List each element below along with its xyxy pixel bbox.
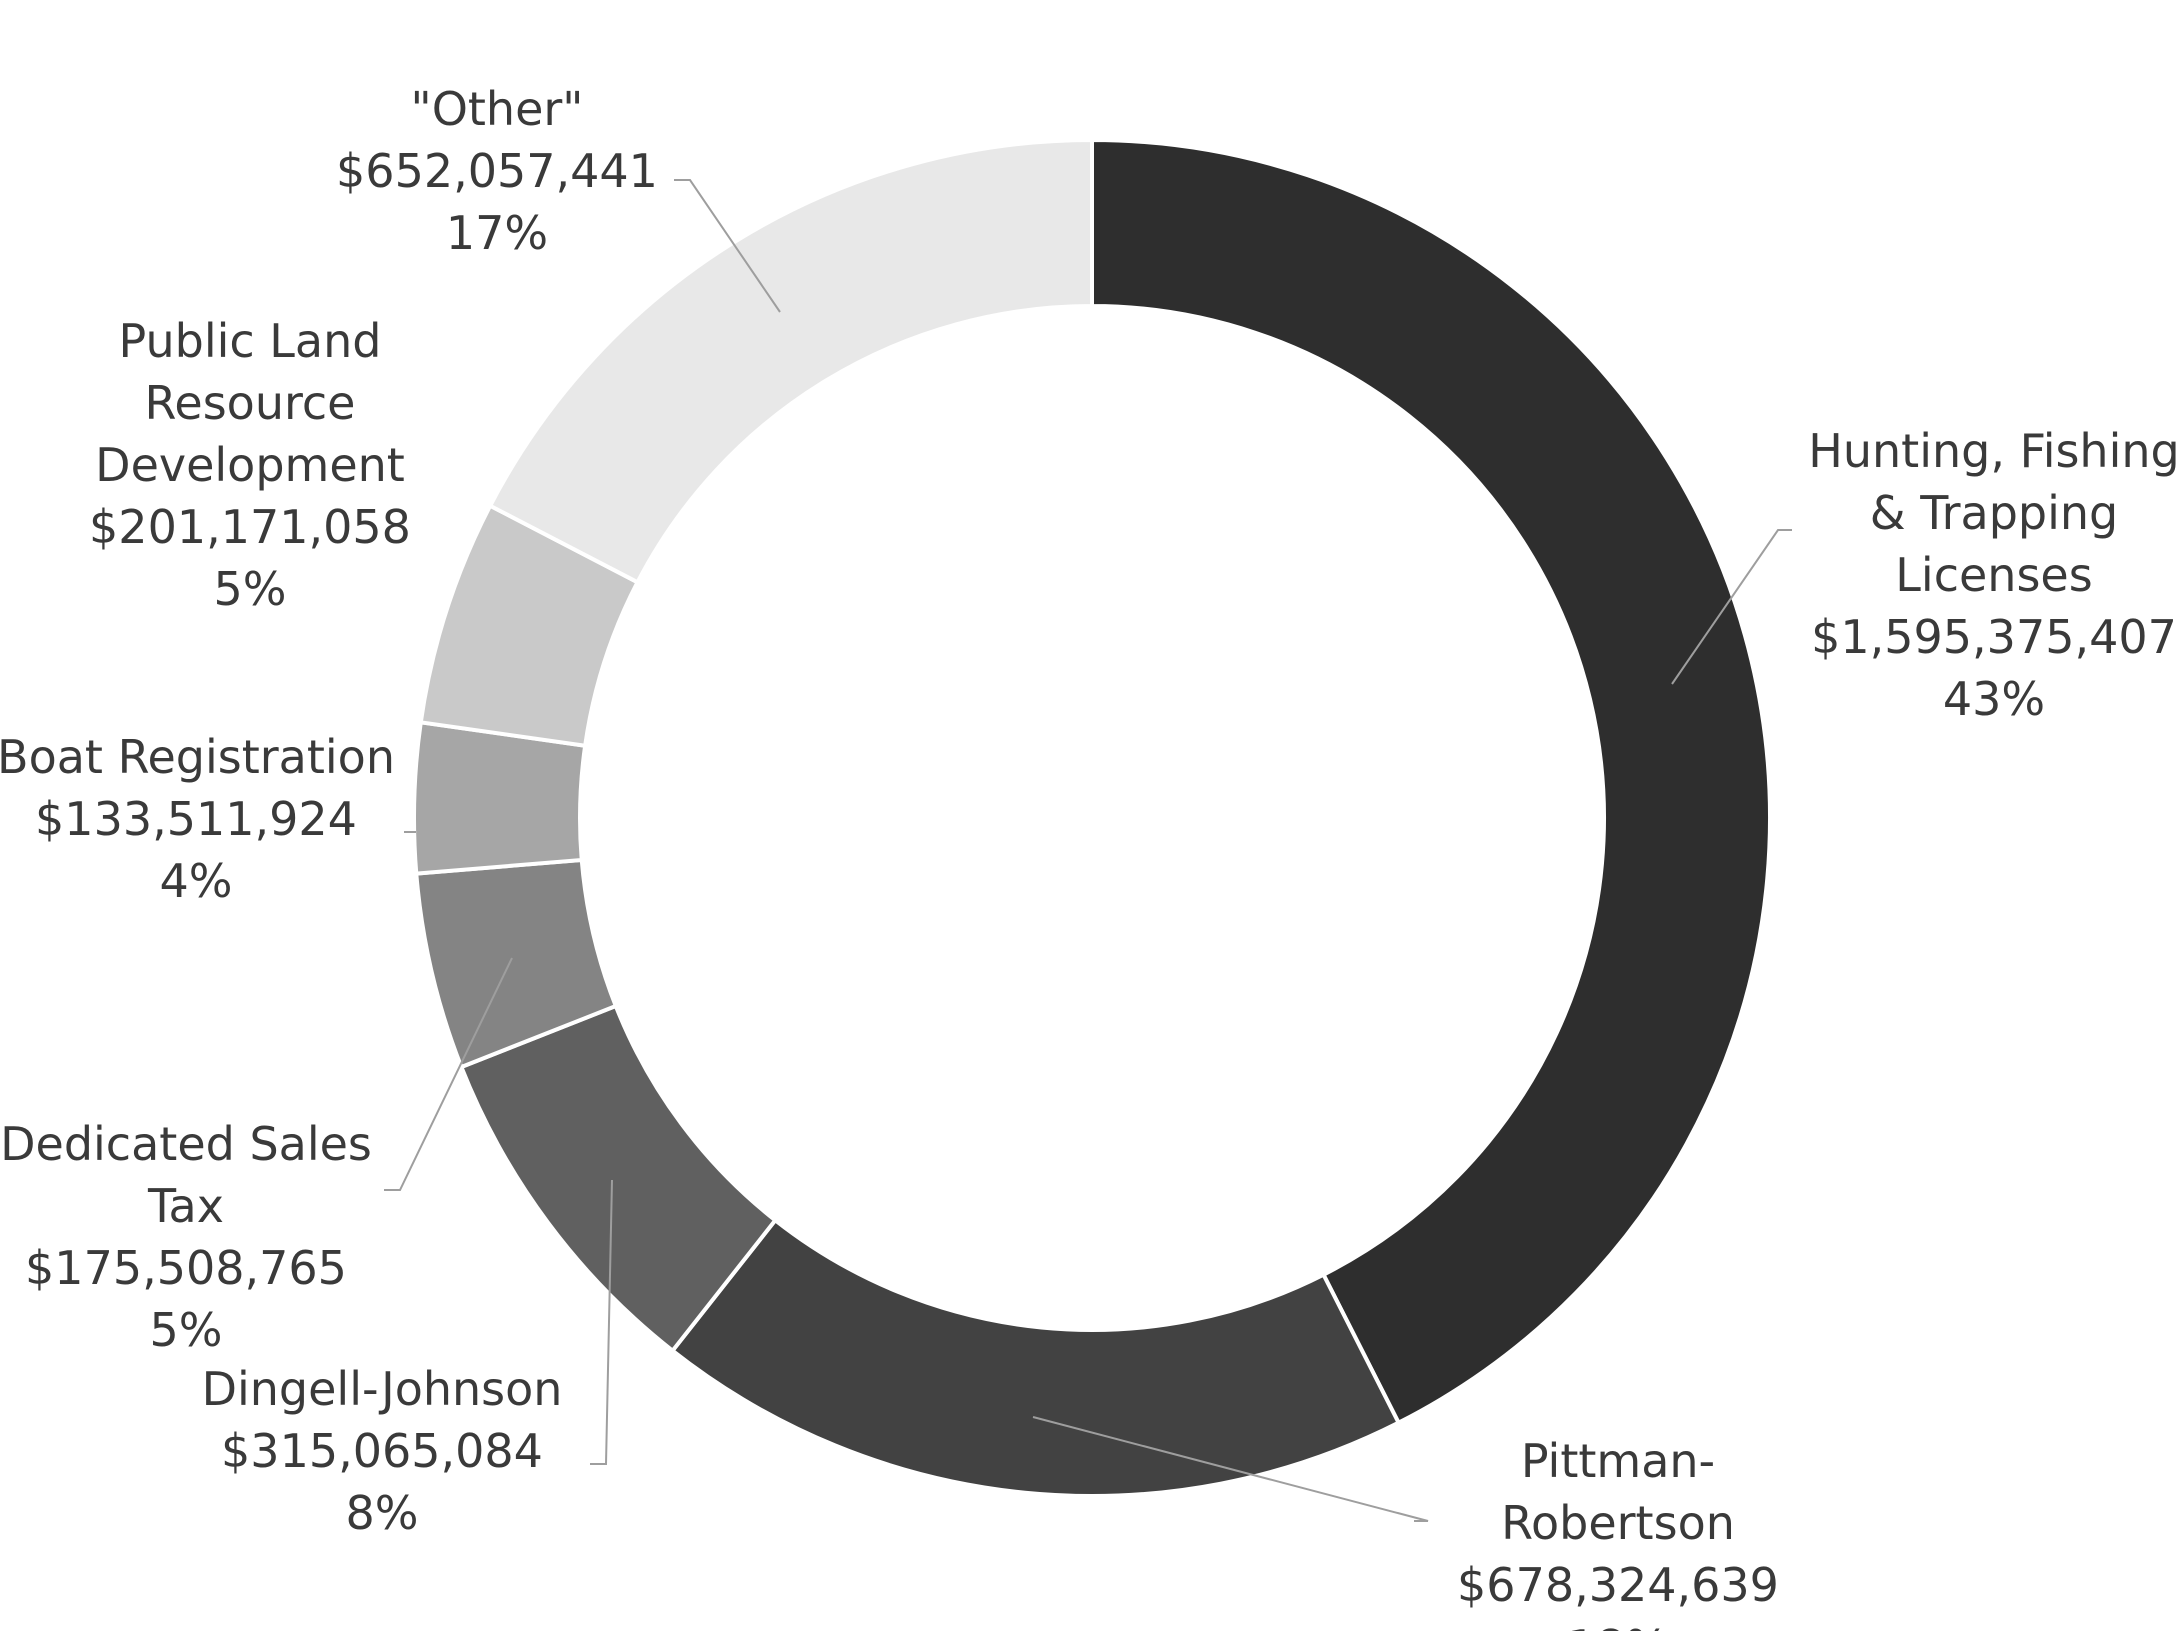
slice-label-line: 5% (150, 1303, 223, 1357)
slice-label-6: Public Land Resource Development $201,171,0… (89, 314, 411, 616)
leader-line-2 (1032, 1416, 1429, 1522)
slice-label-7: "Other" $652,057,441 17% (336, 82, 658, 260)
slice-label-line: Licenses (1895, 548, 2092, 602)
slice-label-line: 17% (446, 206, 548, 260)
slice-label-line: Dingell-Johnson (202, 1362, 563, 1416)
leader-lines (384, 179, 1792, 1522)
slice-label-line: Resource (145, 376, 356, 430)
slice-label-line: $133,511,924 (35, 792, 357, 846)
slice-labels: Hunting, Fishing & Trapping Licenses $1,595… (0, 82, 2180, 1631)
slice-label-line: $1,595,375,407 (1811, 610, 2177, 664)
leader-line-7 (674, 179, 781, 313)
slice-label-line: $175,508,765 (25, 1241, 347, 1295)
donut-slice-7 (487, 137, 1094, 585)
slice-label-line: 18% (1567, 1620, 1669, 1631)
slice-label-line: 5% (214, 562, 287, 616)
slice-label-line: Pittman- (1521, 1434, 1715, 1488)
donut-slice-5 (412, 720, 588, 876)
slice-label-line: 8% (346, 1486, 419, 1540)
slice-label-3: Dingell-Johnson $315,065,084 8% (202, 1362, 563, 1540)
slice-label-line: 4% (160, 854, 233, 908)
slice-label-line: 43% (1943, 672, 2045, 726)
slice-label-1: Hunting, Fishing & Trapping Licenses $1,595… (1808, 424, 2179, 726)
slice-label-line: Boat Registration (0, 730, 395, 784)
slice-label-line: $201,171,058 (89, 500, 411, 554)
leader-line-3 (590, 1179, 613, 1465)
slice-label-4: Dedicated Sales Tax $175,508,765 5% (0, 1117, 372, 1357)
slice-label-line: Robertson (1501, 1496, 1735, 1550)
slice-label-line: $678,324,639 (1457, 1558, 1779, 1612)
leader-line-4 (384, 957, 513, 1191)
donut-slice-2 (669, 1217, 1402, 1498)
slice-label-line: Public Land (119, 314, 382, 368)
donut-slices (412, 137, 1772, 1498)
slice-label-5: Boat Registration $133,511,924 4% (0, 730, 395, 908)
slice-label-line: Development (95, 438, 405, 492)
donut-slice-1 (1090, 137, 1772, 1426)
slice-label-line: Hunting, Fishing (1808, 424, 2179, 478)
slice-label-line: "Other" (411, 82, 584, 136)
slice-label-line: $315,065,084 (221, 1424, 543, 1478)
slice-label-line: & Trapping (1870, 486, 2118, 540)
slice-label-2: Pittman- Robertson $678,324,639 18% (1457, 1434, 1779, 1631)
leader-line-1 (1671, 529, 1792, 685)
slice-label-line: $652,057,441 (336, 144, 658, 198)
slice-label-line: Tax (147, 1179, 224, 1233)
slice-label-line: Dedicated Sales (0, 1117, 372, 1171)
